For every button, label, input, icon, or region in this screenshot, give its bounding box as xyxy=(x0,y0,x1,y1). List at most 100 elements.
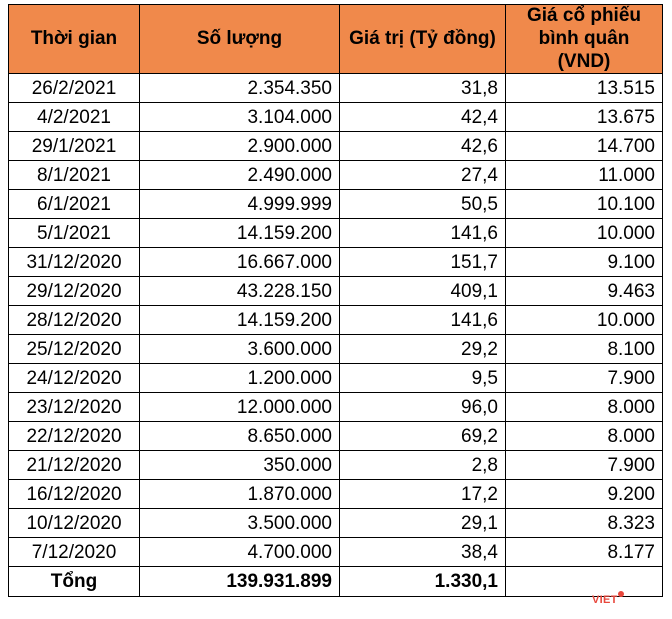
header-avg-price: Giá cổ phiếu bình quân (VND) xyxy=(505,3,663,75)
value-cell: 141,6 xyxy=(339,305,506,336)
quantity-cell: 1.870.000 xyxy=(139,479,340,510)
logo-dot-icon xyxy=(618,591,624,597)
quantity-cell: 3.104.000 xyxy=(139,102,340,133)
quantity-cell: 43.228.150 xyxy=(139,276,340,307)
avg-price-cell: 9.200 xyxy=(505,479,663,510)
quantity-cell: 3.600.000 xyxy=(139,334,340,365)
date-cell: 8/1/2021 xyxy=(8,160,140,191)
table-row: 23/12/2020 12.000.000 96,0 8.000 xyxy=(8,392,663,423)
quantity-cell: 16.667.000 xyxy=(139,247,340,278)
table-body: 26/2/2021 2.354.350 31,8 13.515 4/2/2021 3.10… xyxy=(8,73,663,568)
table-row: 29/1/2021 2.900.000 42,6 14.700 xyxy=(8,131,663,162)
avg-price-cell: 10.000 xyxy=(505,218,663,249)
value-cell: 141,6 xyxy=(339,218,506,249)
value-cell: 96,0 xyxy=(339,392,506,423)
date-cell: 26/2/2021 xyxy=(8,73,140,104)
viet-logo: VIET xyxy=(592,590,628,610)
avg-price-cell: 13.515 xyxy=(505,73,663,104)
value-cell: 29,1 xyxy=(339,508,506,539)
total-value: 1.330,1 xyxy=(339,566,506,598)
quantity-cell: 350.000 xyxy=(139,450,340,481)
quantity-cell: 3.500.000 xyxy=(139,508,340,539)
value-cell: 31,8 xyxy=(339,73,506,104)
quantity-cell: 2.900.000 xyxy=(139,131,340,162)
quantity-cell: 2.490.000 xyxy=(139,160,340,191)
quantity-cell: 8.650.000 xyxy=(139,421,340,452)
date-cell: 28/12/2020 xyxy=(8,305,140,336)
value-cell: 27,4 xyxy=(339,160,506,191)
value-cell: 17,2 xyxy=(339,479,506,510)
value-cell: 69,2 xyxy=(339,421,506,452)
avg-price-cell: 9.463 xyxy=(505,276,663,307)
table-row: 22/12/2020 8.650.000 69,2 8.000 xyxy=(8,421,663,452)
total-row: Tổng 139.931.899 1.330,1 xyxy=(8,566,663,598)
quantity-cell: 14.159.200 xyxy=(139,218,340,249)
date-cell: 23/12/2020 xyxy=(8,392,140,423)
header-value: Giá trị (Tỷ đồng) xyxy=(339,3,506,75)
value-cell: 2,8 xyxy=(339,450,506,481)
header-date: Thời gian xyxy=(8,3,140,75)
value-cell: 9,5 xyxy=(339,363,506,394)
date-cell: 22/12/2020 xyxy=(8,421,140,452)
logo-text: VIET xyxy=(592,594,618,606)
avg-price-cell: 8.000 xyxy=(505,421,663,452)
avg-price-cell: 8.000 xyxy=(505,392,663,423)
avg-price-cell: 9.100 xyxy=(505,247,663,278)
quantity-cell: 4.999.999 xyxy=(139,189,340,220)
avg-price-cell: 14.700 xyxy=(505,131,663,162)
date-cell: 25/12/2020 xyxy=(8,334,140,365)
date-cell: 29/12/2020 xyxy=(8,276,140,307)
quantity-cell: 1.200.000 xyxy=(139,363,340,394)
table-row: 28/12/2020 14.159.200 141,6 10.000 xyxy=(8,305,663,336)
total-avg-price xyxy=(505,566,663,598)
value-cell: 42,6 xyxy=(339,131,506,162)
quantity-cell: 14.159.200 xyxy=(139,305,340,336)
header-row: Thời gian Số lượng Giá trị (Tỷ đồng) Giá… xyxy=(8,3,663,75)
avg-price-cell: 11.000 xyxy=(505,160,663,191)
avg-price-cell: 8.323 xyxy=(505,508,663,539)
date-cell: 5/1/2021 xyxy=(8,218,140,249)
quantity-cell: 4.700.000 xyxy=(139,537,340,568)
table-row: 7/12/2020 4.700.000 38,4 8.177 xyxy=(8,537,663,568)
date-cell: 29/1/2021 xyxy=(8,131,140,162)
date-cell: 7/12/2020 xyxy=(8,537,140,568)
table-row: 4/2/2021 3.104.000 42,4 13.675 xyxy=(8,102,663,133)
table-row: 26/2/2021 2.354.350 31,8 13.515 xyxy=(8,73,663,104)
avg-price-cell: 10.000 xyxy=(505,305,663,336)
table-row: 5/1/2021 14.159.200 141,6 10.000 xyxy=(8,218,663,249)
value-cell: 50,5 xyxy=(339,189,506,220)
date-cell: 6/1/2021 xyxy=(8,189,140,220)
table-row: 6/1/2021 4.999.999 50,5 10.100 xyxy=(8,189,663,220)
avg-price-cell: 10.100 xyxy=(505,189,663,220)
date-cell: 4/2/2021 xyxy=(8,102,140,133)
avg-price-cell: 7.900 xyxy=(505,363,663,394)
avg-price-cell: 7.900 xyxy=(505,450,663,481)
avg-price-cell: 8.177 xyxy=(505,537,663,568)
table-row: 31/12/2020 16.667.000 151,7 9.100 xyxy=(8,247,663,278)
table-row: 24/12/2020 1.200.000 9,5 7.900 xyxy=(8,363,663,394)
date-cell: 21/12/2020 xyxy=(8,450,140,481)
total-label: Tổng xyxy=(8,566,140,598)
avg-price-cell: 8.100 xyxy=(505,334,663,365)
table-row: 21/12/2020 350.000 2,8 7.900 xyxy=(8,450,663,481)
date-cell: 31/12/2020 xyxy=(8,247,140,278)
date-cell: 24/12/2020 xyxy=(8,363,140,394)
quantity-cell: 12.000.000 xyxy=(139,392,340,423)
value-cell: 29,2 xyxy=(339,334,506,365)
stock-transactions-table: Thời gian Số lượng Giá trị (Tỷ đồng) Giá… xyxy=(8,3,663,598)
date-cell: 10/12/2020 xyxy=(8,508,140,539)
value-cell: 409,1 xyxy=(339,276,506,307)
table-row: 10/12/2020 3.500.000 29,1 8.323 xyxy=(8,508,663,539)
date-cell: 16/12/2020 xyxy=(8,479,140,510)
header-quantity: Số lượng xyxy=(139,3,340,75)
quantity-cell: 2.354.350 xyxy=(139,73,340,104)
value-cell: 151,7 xyxy=(339,247,506,278)
avg-price-cell: 13.675 xyxy=(505,102,663,133)
table-row: 29/12/2020 43.228.150 409,1 9.463 xyxy=(8,276,663,307)
value-cell: 38,4 xyxy=(339,537,506,568)
table-row: 25/12/2020 3.600.000 29,2 8.100 xyxy=(8,334,663,365)
table-row: 8/1/2021 2.490.000 27,4 11.000 xyxy=(8,160,663,191)
total-quantity: 139.931.899 xyxy=(139,566,340,598)
value-cell: 42,4 xyxy=(339,102,506,133)
table-row: 16/12/2020 1.870.000 17,2 9.200 xyxy=(8,479,663,510)
